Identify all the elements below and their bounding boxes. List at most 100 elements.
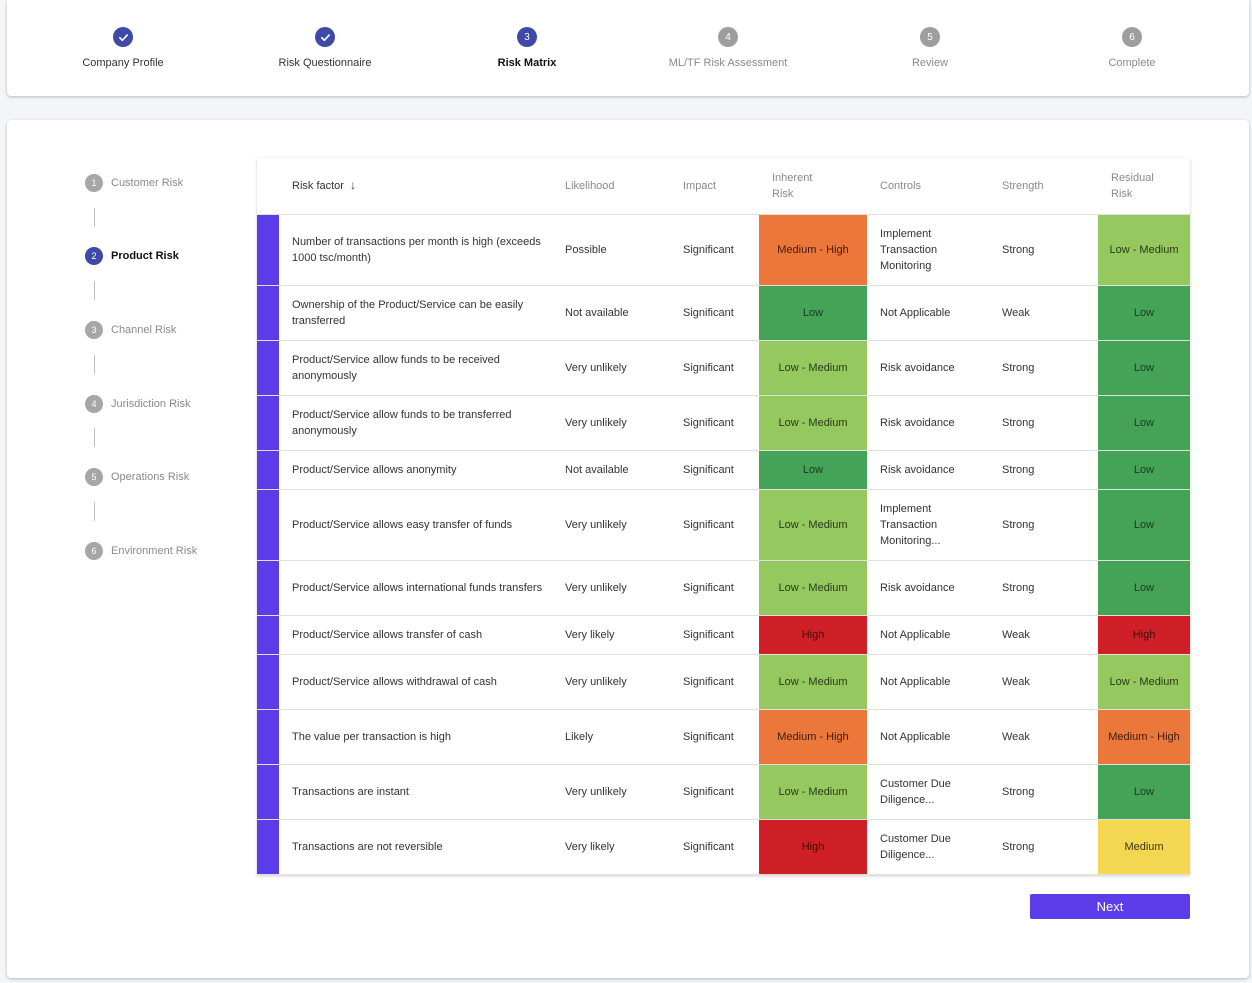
step-label: Risk Matrix	[497, 57, 557, 69]
risk-factor-cell: Product/Service allows transfer of cash	[279, 615, 552, 655]
header-residual-line2: Risk	[1111, 187, 1133, 200]
section-item-product-risk[interactable]: 2 Product Risk	[85, 246, 179, 266]
header-controls: Controls	[867, 158, 989, 215]
header-residual-line1: Residual	[1111, 171, 1154, 184]
risk-factor-cell: Product/Service allows international fun…	[279, 560, 552, 616]
section-label: Environment Risk	[111, 545, 198, 557]
step-3: 3 Risk Matrix	[437, 27, 617, 69]
row-accent-bar	[257, 450, 279, 490]
section-connector	[94, 355, 95, 374]
table-row[interactable]: Product/Service allows easy transfer of …	[257, 489, 1190, 561]
impact-cell: Significant	[670, 560, 759, 616]
arrow-down-icon[interactable]: ↓	[349, 178, 356, 193]
controls-cell: Risk avoidance	[867, 450, 989, 490]
controls-cell: Risk avoidance	[867, 560, 989, 616]
section-number: 3	[85, 321, 103, 339]
strength-cell: Weak	[989, 285, 1098, 341]
section-number: 4	[85, 395, 103, 413]
section-item-customer-risk[interactable]: 1 Customer Risk	[85, 173, 183, 193]
section-item-operations-risk[interactable]: 5 Operations Risk	[85, 467, 189, 487]
inherent-risk-cell: Medium - High	[759, 214, 867, 286]
strength-cell: Strong	[989, 489, 1098, 561]
step-number: 6	[1122, 27, 1142, 47]
table-row[interactable]: Ownership of the Product/Service can be …	[257, 285, 1190, 341]
step-label: Company Profile	[82, 57, 164, 69]
inherent-risk-cell: Low	[759, 450, 867, 490]
impact-cell: Significant	[670, 285, 759, 341]
table-row[interactable]: Product/Service allow funds to be receiv…	[257, 340, 1190, 396]
header-likelihood: Likelihood	[552, 158, 670, 215]
likelihood-cell: Very unlikely	[552, 764, 670, 820]
inherent-risk-cell: High	[759, 615, 867, 655]
impact-cell: Significant	[670, 450, 759, 490]
progress-stepper: Company Profile Risk Questionnaire 3 Risk M…	[7, 0, 1249, 96]
step-6: 6 Complete	[1042, 27, 1222, 69]
step-4: 4 ML/TF Risk Assessment	[638, 27, 818, 69]
residual-risk-cell: Low	[1098, 450, 1190, 490]
row-accent-bar	[257, 709, 279, 765]
controls-cell: Not Applicable	[867, 285, 989, 341]
impact-cell: Significant	[670, 819, 759, 875]
row-accent-bar	[257, 654, 279, 710]
row-accent-bar	[257, 285, 279, 341]
header-risk-factor[interactable]: Risk factor ↓	[279, 158, 552, 215]
risk-matrix-table: Risk factor ↓ Likelihood Impact Inherent R…	[257, 158, 1190, 875]
section-connector	[94, 428, 95, 447]
residual-risk-cell: Low	[1098, 560, 1190, 616]
table-row[interactable]: Product/Service allows withdrawal of cas…	[257, 654, 1190, 710]
section-item-environment-risk[interactable]: 6 Environment Risk	[85, 541, 197, 561]
table-row[interactable]: Product/Service allows transfer of cash V…	[257, 615, 1190, 655]
step-label: Risk Questionnaire	[278, 57, 372, 69]
inherent-risk-cell: Low - Medium	[759, 340, 867, 396]
risk-factor-cell: Product/Service allows anonymity	[279, 450, 552, 490]
impact-cell: Significant	[670, 654, 759, 710]
section-number: 5	[85, 468, 103, 486]
controls-cell: Customer Due Diligence...	[867, 764, 989, 820]
risk-factor-cell: Product/Service allows easy transfer of …	[279, 489, 552, 561]
inherent-risk-cell: Low - Medium	[759, 764, 867, 820]
table-row[interactable]: Product/Service allows international fun…	[257, 560, 1190, 616]
strength-cell: Weak	[989, 709, 1098, 765]
risk-factor-cell: Product/Service allow funds to be transf…	[279, 395, 552, 451]
likelihood-cell: Very likely	[552, 615, 670, 655]
table-row[interactable]: Transactions are instant Very unlikely Sig…	[257, 764, 1190, 820]
controls-cell: Implement Transaction Monitoring...	[867, 489, 989, 561]
next-button[interactable]: Next	[1030, 894, 1190, 919]
likelihood-cell: Very unlikely	[552, 340, 670, 396]
row-accent-bar	[257, 764, 279, 820]
impact-cell: Significant	[670, 764, 759, 820]
table-row[interactable]: Transactions are not reversible Very like…	[257, 819, 1190, 875]
controls-cell: Implement Transaction Monitoring	[867, 214, 989, 286]
residual-risk-cell: Low	[1098, 285, 1190, 341]
residual-risk-cell: Low	[1098, 764, 1190, 820]
table-row[interactable]: Number of transactions per month is high…	[257, 214, 1190, 286]
step-label: Complete	[1108, 57, 1156, 69]
strength-cell: Weak	[989, 654, 1098, 710]
risk-factor-cell: Number of transactions per month is high…	[279, 214, 552, 286]
table-row[interactable]: Product/Service allow funds to be transf…	[257, 395, 1190, 451]
section-item-jurisdiction-risk[interactable]: 4 Jurisdiction Risk	[85, 394, 190, 414]
controls-cell: Not Applicable	[867, 654, 989, 710]
step-1: Company Profile	[33, 27, 213, 69]
strength-cell: Strong	[989, 764, 1098, 820]
inherent-risk-cell: Low - Medium	[759, 489, 867, 561]
section-item-channel-risk[interactable]: 3 Channel Risk	[85, 320, 176, 340]
impact-cell: Significant	[670, 214, 759, 286]
section-label: Customer Risk	[111, 177, 184, 189]
row-accent-bar	[257, 340, 279, 396]
likelihood-cell: Very unlikely	[552, 654, 670, 710]
header-residual-risk: Residual Risk	[1098, 158, 1190, 215]
inherent-risk-cell: Low - Medium	[759, 395, 867, 451]
likelihood-cell: Very unlikely	[552, 489, 670, 561]
table-row[interactable]: The value per transaction is high Likely S…	[257, 709, 1190, 765]
strength-cell: Weak	[989, 615, 1098, 655]
inherent-risk-cell: Low - Medium	[759, 654, 867, 710]
inherent-risk-cell: Low - Medium	[759, 560, 867, 616]
header-inherent-line2: Risk	[772, 187, 794, 200]
step-5: 5 Review	[840, 27, 1020, 69]
table-row[interactable]: Product/Service allows anonymity Not avai…	[257, 450, 1190, 490]
impact-cell: Significant	[670, 489, 759, 561]
strength-cell: Strong	[989, 214, 1098, 286]
header-bar-spacer	[257, 158, 279, 215]
section-connector	[94, 502, 95, 521]
